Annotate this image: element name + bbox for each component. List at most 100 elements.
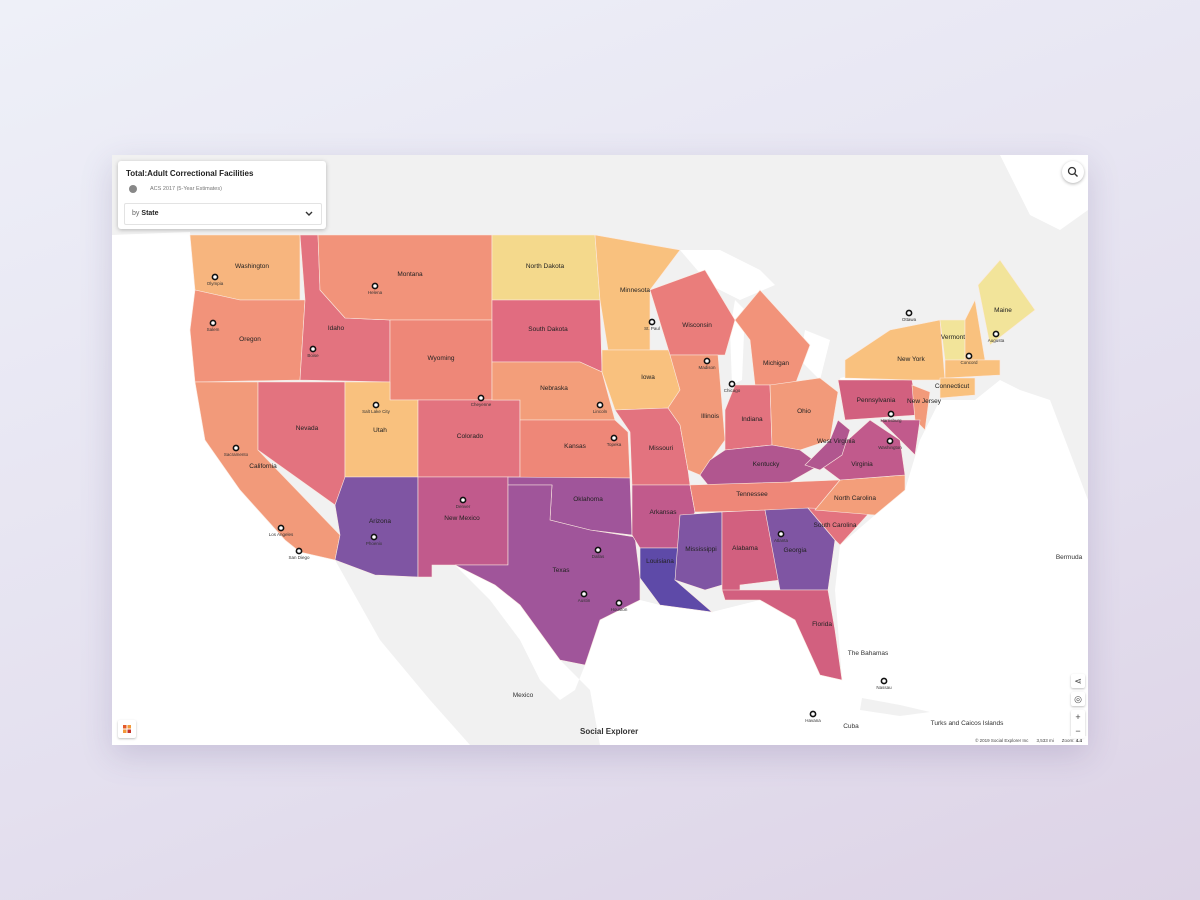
state-label: Nebraska	[540, 385, 568, 392]
state-shape[interactable]	[417, 476, 509, 578]
state-label: Mississippi	[685, 546, 716, 553]
state-label: North Carolina	[834, 495, 876, 502]
city-label: Salem	[207, 327, 220, 332]
state-shape[interactable]	[844, 319, 946, 381]
geo-level: State	[141, 210, 159, 217]
state-label: Louisiana	[646, 558, 674, 565]
state-shape[interactable]	[814, 474, 906, 516]
state-label: Colorado	[457, 433, 484, 440]
state-label: South Dakota	[528, 326, 568, 333]
state-label: Oklahoma	[573, 496, 603, 503]
state-shape[interactable]	[911, 384, 931, 431]
city-marker	[295, 547, 303, 555]
place-label: Cuba	[843, 723, 859, 730]
state-label: Montana	[397, 271, 423, 278]
city-label: Sacramento	[224, 452, 249, 457]
city-label: Helena	[368, 290, 383, 295]
state-label: Florida	[812, 621, 832, 628]
city-label: Augusta	[988, 338, 1005, 343]
city-marker	[477, 394, 485, 402]
state-shape[interactable]	[764, 507, 836, 591]
panel-source: ACS 2017 (5-Year Estimates)	[150, 186, 222, 192]
city-marker	[371, 282, 379, 290]
info-icon[interactable]	[129, 185, 137, 193]
state-label: Connecticut	[935, 383, 970, 390]
chevron	[305, 211, 313, 216]
city-label: St. Paul	[644, 326, 660, 331]
zoom-control[interactable]: + −	[1071, 710, 1085, 738]
state-shape[interactable]	[964, 299, 986, 361]
panel-title: Total:Adult Correctional Facilities	[126, 169, 254, 178]
state-label: New Mexico	[444, 515, 480, 522]
state-label: Nevada	[296, 425, 319, 432]
state-label: Virginia	[851, 461, 873, 468]
state-shape[interactable]	[939, 377, 976, 399]
search-button[interactable]	[1062, 161, 1084, 183]
city-label: Chicago	[724, 388, 741, 393]
locate-button[interactable]: ◎	[1071, 692, 1085, 706]
state-label: Michigan	[763, 360, 789, 367]
place-label: Bermuda	[1056, 554, 1083, 561]
city-marker	[370, 533, 378, 541]
city-label: Dallas	[592, 554, 605, 559]
city-marker	[905, 309, 913, 317]
state-shape[interactable]	[879, 419, 921, 456]
city-marker	[887, 410, 895, 418]
city-marker	[728, 380, 736, 388]
state-shape[interactable]	[519, 419, 631, 479]
city-label: San Diego	[288, 555, 310, 560]
city-label: Havana	[805, 718, 821, 723]
city-label: Phoenix	[366, 541, 383, 546]
place-label: The Bahamas	[848, 650, 889, 657]
state-label: Vermont	[941, 334, 965, 341]
state-shape[interactable]	[667, 354, 726, 476]
place-label: Mexico	[513, 692, 534, 699]
state-shape[interactable]	[804, 419, 851, 471]
city-label: Olympia	[207, 281, 224, 286]
geo-select[interactable]: by State	[124, 203, 322, 225]
state-label: Illinois	[701, 413, 720, 420]
state-label: Washington	[235, 263, 269, 270]
legend-button[interactable]	[118, 720, 136, 738]
ocean	[455, 380, 1088, 745]
share-button[interactable]: ⋖	[1071, 674, 1085, 688]
state-shape[interactable]	[977, 259, 1036, 346]
state-label: Alabama	[732, 545, 758, 552]
city-marker	[809, 710, 817, 718]
state-shape[interactable]	[649, 269, 736, 356]
state-label: Ohio	[797, 408, 811, 415]
city-label: Boise	[307, 353, 319, 358]
state-label: Utah	[373, 427, 387, 434]
state-label: North Dakota	[526, 263, 565, 270]
state-shape[interactable]	[944, 359, 1001, 379]
state-label: New Jersey	[907, 398, 942, 405]
state-shape[interactable]	[334, 476, 419, 578]
state-shape[interactable]	[819, 419, 906, 481]
city-label: Cheyenne	[471, 402, 492, 407]
city-marker	[594, 546, 602, 554]
brand: Social Explorer	[580, 727, 639, 736]
state-shape[interactable]	[734, 289, 811, 386]
city-marker	[965, 352, 973, 360]
state-shape[interactable]	[721, 589, 843, 681]
state-label: California	[249, 463, 277, 470]
scale: 3,533 mi	[1036, 738, 1054, 743]
state-label: South Carolina	[814, 522, 857, 529]
state-shape[interactable]	[674, 511, 723, 591]
city-label: Topeka	[607, 442, 622, 447]
city-marker	[580, 590, 588, 598]
state-label: New York	[897, 356, 925, 363]
state-shape[interactable]	[454, 484, 641, 666]
state-label: Maine	[994, 307, 1012, 314]
map[interactable]: Washington Oregon California Nevada Idaho Mon…	[112, 155, 1088, 745]
state-shape[interactable]	[491, 299, 603, 373]
zoom-label: Zoom:	[1061, 738, 1075, 743]
city-label: Harrisburg	[880, 418, 902, 423]
city-label: Denver	[456, 504, 471, 509]
state-label: Oregon	[239, 336, 261, 343]
city-label: Lincoln	[593, 409, 608, 414]
city-marker	[372, 401, 380, 409]
state-label: Georgia	[783, 547, 807, 554]
state-label: Iowa	[641, 374, 655, 381]
